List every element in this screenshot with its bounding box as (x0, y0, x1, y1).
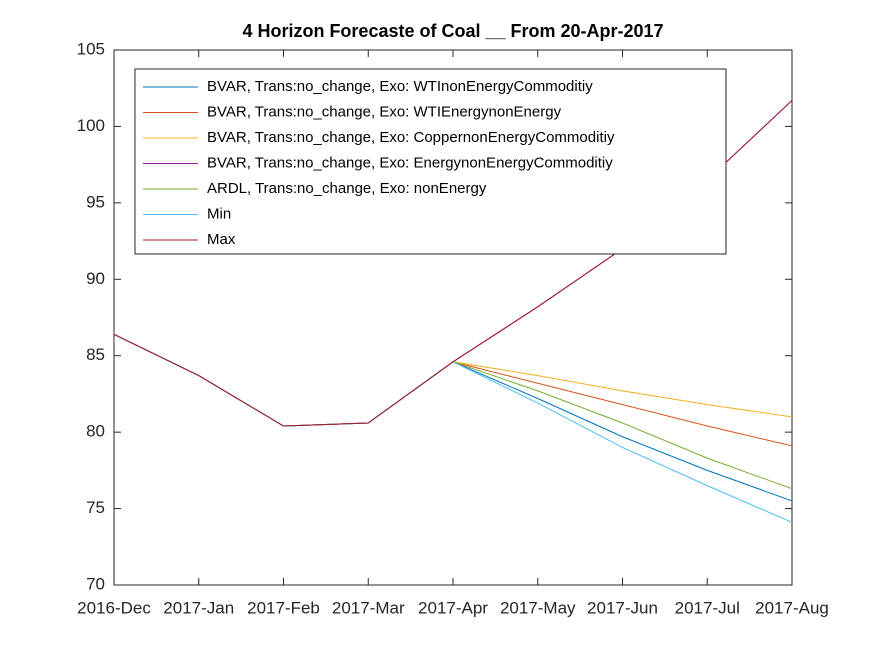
legend-label: BVAR, Trans:no_change, Exo: WTIEnergynon… (207, 103, 562, 120)
y-tick-label: 95 (86, 192, 105, 211)
legend-label: BVAR, Trans:no_change, Exo: CoppernonEne… (207, 129, 615, 146)
legend-label: BVAR, Trans:no_change, Exo: WTInonEnergy… (207, 78, 593, 95)
legend-label: Max (207, 231, 236, 248)
y-tick-label: 90 (86, 269, 105, 288)
x-tick-label: 2016-Dec (77, 598, 151, 617)
x-tick-label: 2017-Jan (163, 598, 234, 617)
x-tick-label: 2017-Feb (247, 598, 320, 617)
x-tick-label: 2017-May (500, 598, 576, 617)
x-tick-label: 2017-Mar (332, 598, 405, 617)
chart-title: 4 Horizon Forecaste of Coal __ From 20-A… (242, 21, 663, 41)
y-tick-label: 100 (77, 116, 105, 135)
x-tick-label: 2017-Apr (418, 598, 488, 617)
y-tick-label: 70 (86, 574, 105, 593)
x-tick-label: 2017-Aug (755, 598, 829, 617)
x-tick-label: 2017-Jun (587, 598, 658, 617)
y-tick-label: 75 (86, 498, 105, 517)
y-tick-label: 105 (77, 39, 105, 58)
x-tick-label: 2017-Jul (675, 598, 740, 617)
legend-box (134, 68, 727, 255)
legend-label: BVAR, Trans:no_change, Exo: EnergynonEne… (207, 154, 613, 171)
legend-label: ARDL, Trans:no_change, Exo: nonEnergy (207, 180, 487, 197)
y-tick-label: 80 (86, 422, 105, 441)
legend-label: Min (207, 205, 231, 222)
y-tick-label: 85 (86, 345, 105, 364)
